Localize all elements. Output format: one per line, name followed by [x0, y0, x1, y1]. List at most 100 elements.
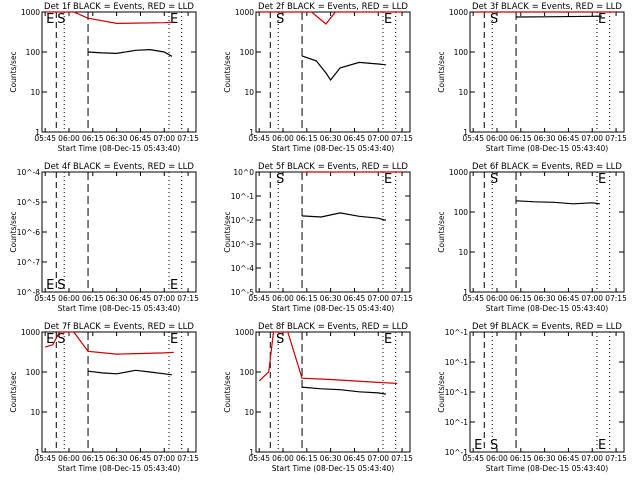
x-tick-label: 06:45	[558, 294, 580, 303]
y-tick-label: 1000	[449, 168, 468, 177]
y-tick-label: 100	[240, 48, 255, 57]
end-marker: E	[46, 278, 54, 293]
start-marker: S	[57, 12, 65, 27]
y-tick-label: 10^-1	[445, 448, 469, 457]
x-tick-label: 06:45	[130, 454, 152, 463]
end-marker: E	[170, 332, 178, 347]
y-axis-label: Counts/sec	[9, 371, 18, 412]
y-tick-label: 10^-1	[445, 388, 469, 397]
x-axis-label: Start Time (08-Dec-15 05:43:40)	[58, 304, 180, 313]
x-tick-label: 06:45	[130, 134, 152, 143]
x-tick-label: 06:00	[486, 454, 508, 463]
y-tick-label: 10	[244, 408, 254, 417]
x-tick-label: 05:45	[34, 294, 56, 303]
x-tick-label: 07:15	[391, 454, 413, 463]
y-tick-label: 10^-8	[17, 288, 41, 297]
panel-title: Det 4f BLACK = Events, RED = LLD	[44, 162, 194, 172]
panel-1: Det 1f BLACK = Events, RED = LLD 05:45 06:…	[9, 2, 199, 153]
y-tick-label: 1000	[21, 328, 40, 337]
y-axis-label: Counts/sec	[437, 371, 446, 412]
x-tick-label: 06:15	[510, 294, 532, 303]
plot-frame	[255, 331, 411, 453]
x-tick-label: 07:00	[367, 454, 389, 463]
plot-frame	[469, 171, 625, 293]
x-tick-label: 06:45	[344, 454, 366, 463]
x-tick-label: 05:45	[34, 134, 56, 143]
plot-frame	[41, 11, 197, 133]
lld-series-line	[45, 331, 174, 355]
lld-series-line	[258, 331, 398, 384]
y-tick-label: 1	[35, 128, 40, 137]
end-marker: E	[598, 438, 606, 453]
end-marker: E	[474, 438, 482, 453]
x-tick-label: 06:00	[486, 134, 508, 143]
x-tick-label: 07:15	[177, 134, 199, 143]
x-tick-label: 06:30	[534, 134, 556, 143]
y-tick-label: 1000	[235, 328, 254, 337]
events-series-line	[301, 212, 387, 221]
y-axis-label: Counts/sec	[9, 51, 18, 92]
panel-title: Det 7f BLACK = Events, RED = LLD	[44, 322, 194, 332]
x-axis-label: Start Time (08-Dec-15 05:43:40)	[486, 464, 608, 473]
start-marker: S	[490, 172, 498, 187]
y-tick-label: 10^-1	[231, 192, 255, 201]
y-tick-label: 10	[458, 88, 468, 97]
x-tick-label: 06:15	[510, 134, 532, 143]
y-tick-label: 1	[463, 288, 468, 297]
events-series-line	[301, 55, 386, 82]
y-tick-label: 1000	[449, 8, 468, 17]
y-tick-label: 10^0	[233, 168, 254, 177]
x-tick-label: 06:15	[510, 454, 532, 463]
x-tick-label: 07:15	[605, 294, 627, 303]
x-tick-label: 07:15	[177, 294, 199, 303]
x-tick-label: 06:45	[344, 294, 366, 303]
end-marker: E	[384, 172, 392, 187]
start-marker: S	[57, 332, 65, 347]
x-axis-label: Start Time (08-Dec-15 05:43:40)	[272, 304, 394, 313]
start-marker: S	[276, 172, 284, 187]
x-axis-label: Start Time (08-Dec-15 05:43:40)	[486, 304, 608, 313]
end-marker: E	[384, 332, 392, 347]
y-tick-label: 10^-2	[231, 216, 255, 225]
y-tick-label: 1	[463, 128, 468, 137]
events-series-line	[515, 200, 600, 205]
x-tick-label: 07:15	[177, 454, 199, 463]
y-tick-label: 10^-5	[17, 198, 41, 207]
x-tick-label: 05:45	[248, 454, 270, 463]
start-marker: S	[57, 278, 65, 293]
x-tick-label: 06:00	[272, 294, 294, 303]
panel-title: Det 1f BLACK = Events, RED = LLD	[44, 2, 194, 12]
x-tick-label: 06:00	[58, 454, 80, 463]
plot-frame	[41, 331, 197, 453]
x-tick-label: 07:00	[367, 294, 389, 303]
x-tick-label: 06:30	[106, 294, 128, 303]
x-tick-label: 07:00	[153, 454, 175, 463]
x-tick-label: 07:15	[391, 294, 413, 303]
x-tick-label: 05:45	[462, 134, 484, 143]
y-tick-label: 10	[30, 408, 40, 417]
panel-title: Det 2f BLACK = Events, RED = LLD	[258, 2, 408, 12]
y-axis-label: Counts/sec	[437, 51, 446, 92]
end-marker: E	[598, 12, 606, 27]
y-tick-label: 10^-3	[231, 240, 255, 249]
x-tick-label: 06:30	[106, 134, 128, 143]
start-marker: S	[276, 12, 284, 27]
x-tick-label: 06:15	[296, 134, 318, 143]
x-tick-label: 07:00	[581, 294, 603, 303]
plot-frame	[41, 171, 197, 293]
plot-frame	[469, 11, 625, 133]
x-tick-label: 07:15	[391, 134, 413, 143]
y-axis-label: Counts/sec	[223, 51, 232, 92]
end-marker: E	[170, 278, 178, 293]
x-tick-label: 07:00	[153, 134, 175, 143]
start-marker: S	[490, 12, 498, 27]
end-marker: E	[46, 12, 54, 27]
x-axis-label: Start Time (08-Dec-15 05:43:40)	[58, 464, 180, 473]
y-tick-label: 1000	[21, 8, 40, 17]
y-axis-label: Counts/sec	[437, 211, 446, 252]
